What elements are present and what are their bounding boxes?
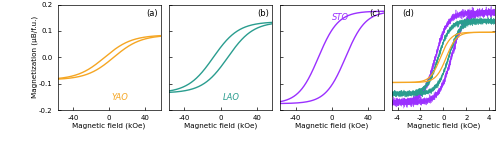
Text: YAO: YAO xyxy=(111,93,128,102)
Text: (a): (a) xyxy=(146,9,158,18)
Y-axis label: Magnetization (μB/f.u.): Magnetization (μB/f.u.) xyxy=(31,16,38,98)
X-axis label: Magnetic field (kOe): Magnetic field (kOe) xyxy=(72,122,146,129)
Text: (c): (c) xyxy=(369,9,380,18)
X-axis label: Magnetic field (kOe): Magnetic field (kOe) xyxy=(407,122,480,129)
Text: LAO: LAO xyxy=(222,93,240,102)
X-axis label: Magnetic field (kOe): Magnetic field (kOe) xyxy=(296,122,368,129)
Text: (d): (d) xyxy=(402,9,414,18)
X-axis label: Magnetic field (kOe): Magnetic field (kOe) xyxy=(184,122,257,129)
Text: STO: STO xyxy=(332,13,349,22)
Text: (b): (b) xyxy=(258,9,270,18)
